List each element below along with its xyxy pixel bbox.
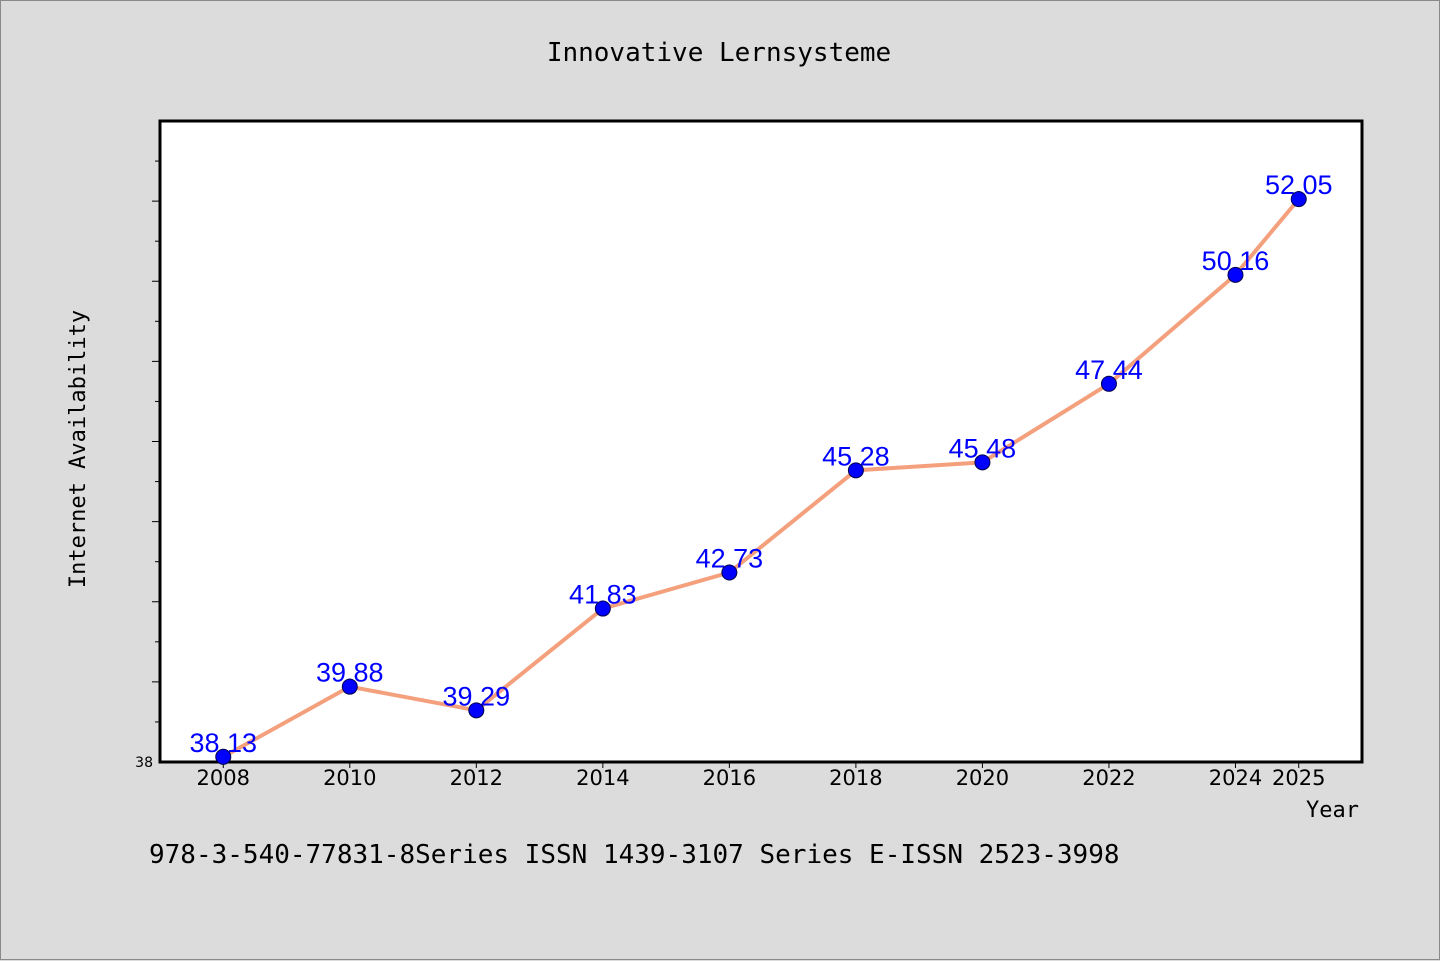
x-axis-label: Year — [1306, 798, 1359, 823]
footer-text: 978-3-540-77831-8Series ISSN 1439-3107 S… — [149, 840, 1120, 870]
y-axis-label: Internet Availability — [66, 310, 91, 588]
data-point — [847, 462, 864, 479]
data-point — [215, 748, 232, 765]
y-axis-ticks — [152, 160, 160, 723]
series-line — [222, 197, 1301, 759]
data-point — [721, 564, 738, 581]
chart-title: Innovative Lernsysteme — [547, 38, 891, 68]
data-point — [1227, 266, 1244, 283]
data-point — [1290, 191, 1307, 208]
x-tick-label: 2018 — [829, 766, 882, 790]
x-tick-label: 2010 — [323, 766, 376, 790]
data-point — [341, 678, 358, 695]
x-tick-label: 2025 — [1272, 766, 1325, 790]
x-tick-label: 2008 — [197, 766, 250, 790]
plot-area — [158, 119, 1364, 764]
x-tick-label: 2012 — [450, 766, 503, 790]
x-axis-ticks: 2008 2010 2012 2014 2016 2018 2020 2022 2024 2025 — [197, 762, 1325, 790]
x-tick-label: 2014 — [576, 766, 629, 790]
data-point — [974, 454, 991, 471]
data-point — [1100, 375, 1117, 392]
y-tick-label: 38 — [135, 755, 153, 771]
x-tick-label: 2024 — [1209, 766, 1262, 790]
x-tick-label: 2016 — [703, 766, 756, 790]
series-markers — [215, 191, 1307, 765]
data-point — [594, 600, 611, 617]
x-tick-label: 2022 — [1082, 766, 1135, 790]
x-tick-label: 2020 — [956, 766, 1009, 790]
data-point — [468, 702, 485, 719]
